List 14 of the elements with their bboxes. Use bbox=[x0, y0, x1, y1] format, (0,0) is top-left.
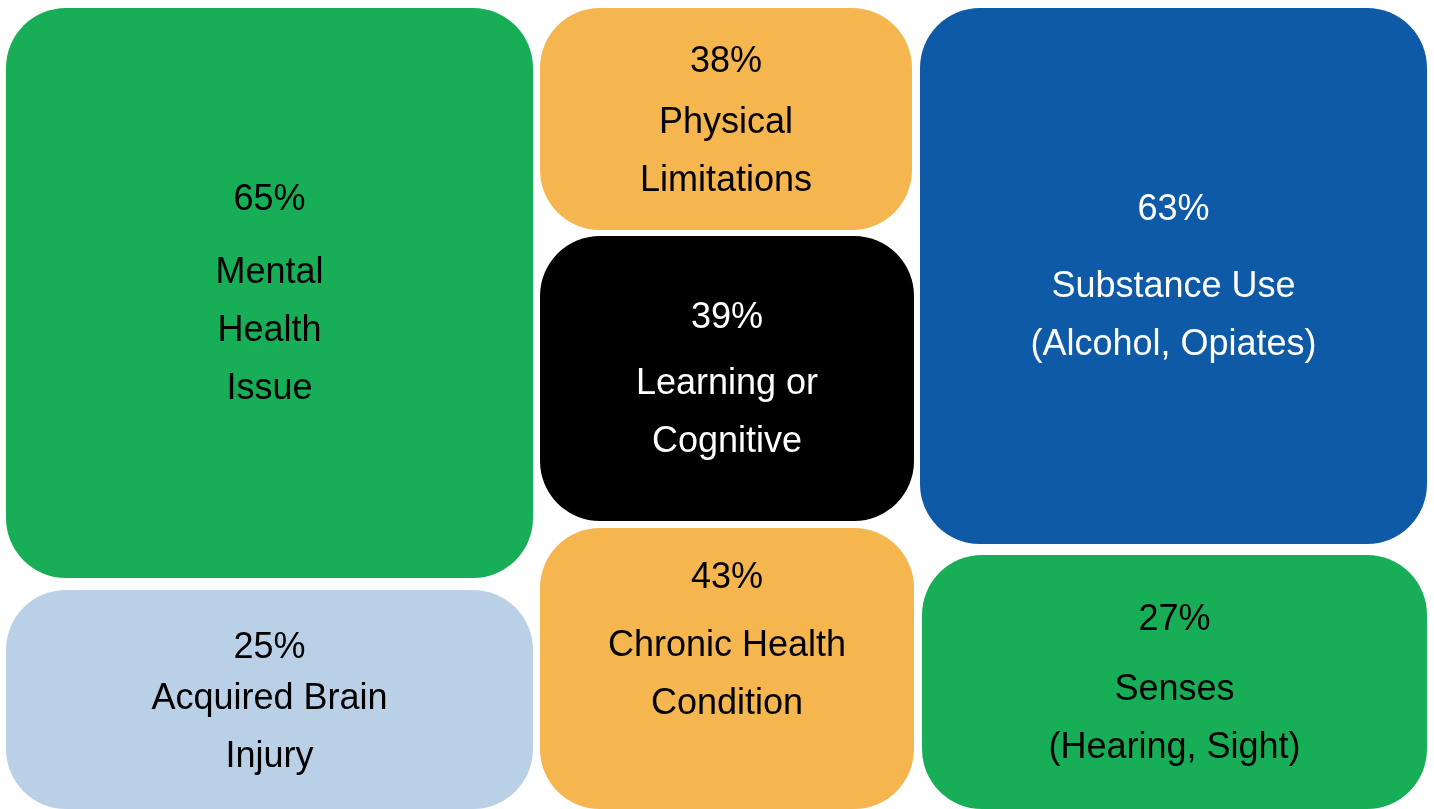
data-label: 27% bbox=[1138, 596, 1211, 638]
data-label: 38% bbox=[689, 38, 763, 80]
category-label: Substance Use (Alcohol, Opiates) bbox=[1030, 263, 1317, 363]
category-label: Senses (Hearing, Sight) bbox=[1048, 666, 1301, 766]
category-label: Physical Limitations bbox=[639, 99, 813, 199]
category-label: Acquired Brain Injury bbox=[151, 675, 388, 775]
category-label: Learning or Cognitive bbox=[635, 360, 819, 460]
category-label: Mental Health Issue bbox=[215, 249, 324, 407]
data-label: 43% bbox=[690, 554, 764, 596]
data-label: 25% bbox=[233, 624, 306, 666]
data-label: 65% bbox=[233, 176, 306, 218]
data-label: 39% bbox=[690, 294, 764, 336]
category-label: Chronic Health Condition bbox=[607, 622, 847, 722]
data-label: 63% bbox=[1137, 186, 1210, 228]
